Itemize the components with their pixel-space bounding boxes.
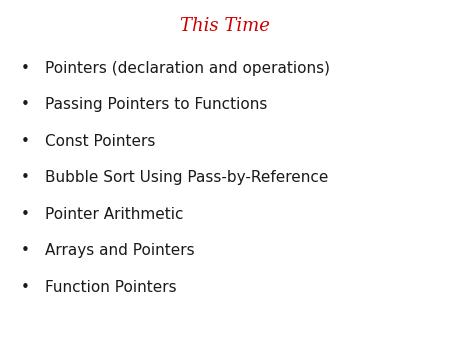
Text: •: • [20, 243, 29, 258]
Text: Arrays and Pointers: Arrays and Pointers [45, 243, 194, 258]
Text: This Time: This Time [180, 17, 270, 35]
Text: Const Pointers: Const Pointers [45, 134, 155, 149]
Text: •: • [20, 280, 29, 295]
Text: •: • [20, 61, 29, 76]
Text: Passing Pointers to Functions: Passing Pointers to Functions [45, 97, 267, 112]
Text: Pointers (declaration and operations): Pointers (declaration and operations) [45, 61, 330, 76]
Text: •: • [20, 170, 29, 185]
Text: Pointer Arithmetic: Pointer Arithmetic [45, 207, 184, 222]
Text: Bubble Sort Using Pass-by-Reference: Bubble Sort Using Pass-by-Reference [45, 170, 328, 185]
Text: •: • [20, 134, 29, 149]
Text: •: • [20, 97, 29, 112]
Text: •: • [20, 207, 29, 222]
Text: Function Pointers: Function Pointers [45, 280, 176, 295]
